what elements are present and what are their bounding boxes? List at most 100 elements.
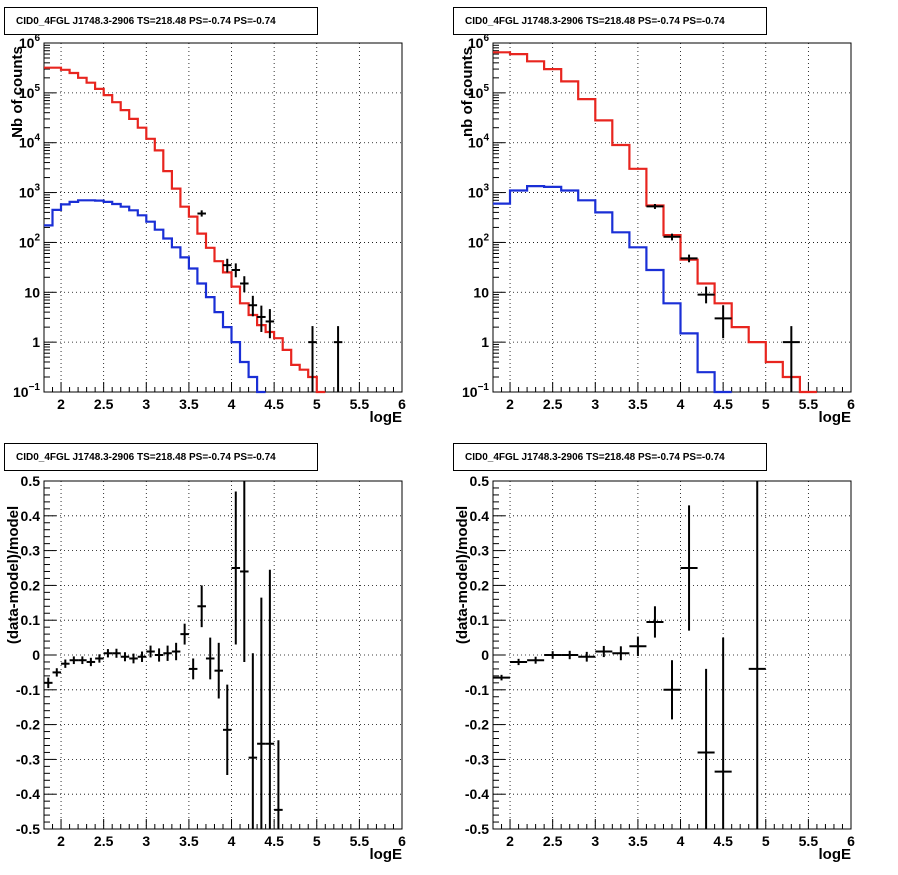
- y-tick-base: 10: [19, 35, 35, 51]
- y-tick-base: 10: [19, 135, 35, 151]
- y-tick-label: 10−1: [13, 382, 40, 400]
- data-point: [248, 295, 258, 317]
- residual-point: [44, 677, 53, 689]
- residual-point: [561, 650, 579, 660]
- data-point: [646, 203, 664, 209]
- x-tick-label: 5.5: [799, 396, 819, 412]
- y-tick-label: 0.3: [21, 543, 41, 559]
- residual-point: [493, 674, 511, 681]
- x-axis: [492, 819, 852, 829]
- data-point: [308, 326, 317, 392]
- residual-point: [257, 597, 266, 829]
- x-tick-label: 4: [228, 833, 236, 849]
- x-tick-label: 4.5: [264, 833, 284, 849]
- x-tick-label: 2.5: [543, 833, 563, 849]
- residual-point: [146, 645, 155, 658]
- y-tick-exponent: 5: [483, 83, 489, 94]
- residual-point: [137, 651, 147, 662]
- x-tick-label: 5: [762, 396, 770, 412]
- residual-points: [44, 481, 283, 829]
- x-tick-label: 4.5: [713, 396, 733, 412]
- residual-point: [663, 660, 681, 720]
- residual-point: [103, 649, 113, 658]
- y-tick-label: 1: [32, 334, 40, 350]
- x-tick-label: 5: [313, 833, 321, 849]
- y-tick-label: 105: [19, 83, 41, 101]
- y-tick-label: 104: [19, 133, 41, 151]
- residual-point: [120, 652, 130, 662]
- y-tick-exponent: −1: [478, 382, 490, 393]
- chart-title-frame: [4, 443, 318, 471]
- x-tick-label: 3.5: [628, 833, 648, 849]
- chart-panel-1: CID0_4FGL J1748.3-2906 TS=218.48 PS=-0.7…: [4, 7, 406, 426]
- residual-point: [231, 491, 241, 645]
- y-tick-exponent: 2: [483, 232, 489, 243]
- residual-point: [197, 585, 206, 628]
- x-tick-label: 6: [398, 833, 406, 849]
- residual-point: [69, 656, 79, 665]
- y-tick-label: -0.3: [16, 751, 40, 767]
- residual-point: [578, 651, 596, 662]
- x-tick-label: 3: [591, 833, 599, 849]
- chart-title-box: CID0_4FGL J1748.3-2906 TS=218.48 PS=-0.7…: [453, 443, 767, 471]
- y-tick-label: 102: [468, 232, 490, 250]
- residual-point: [86, 657, 96, 667]
- y-tick-label: 0.4: [21, 508, 41, 524]
- residual-point: [188, 658, 198, 680]
- data-point: [223, 258, 232, 273]
- chart-title-frame: [4, 7, 318, 35]
- y-tick-label: 10: [473, 284, 489, 300]
- residual-point: [223, 684, 232, 776]
- y-tick-label: -0.4: [465, 786, 489, 802]
- chart-panel-4: CID0_4FGL J1748.3-2906 TS=218.48 PS=-0.7…: [453, 443, 855, 863]
- data-point: [197, 210, 206, 217]
- x-tick-label: 6: [847, 396, 855, 412]
- y-tick-base: 10: [19, 85, 35, 101]
- x-tick-label: 3: [142, 833, 150, 849]
- residual-point: [265, 569, 275, 829]
- y-tick-exponent: 3: [483, 183, 489, 194]
- residual-point: [680, 505, 698, 631]
- residual-point: [240, 481, 249, 662]
- x-axis-label: logE: [370, 409, 403, 426]
- y-tick-label: 0.2: [470, 577, 490, 593]
- y-tick-label: 103: [468, 183, 490, 201]
- y-tick-base: 10: [19, 185, 35, 201]
- y-tick-base: 10: [468, 135, 484, 151]
- y-axis-label: Nb of counts: [9, 46, 26, 138]
- x-tick-label: 4: [228, 396, 236, 412]
- y-tick-label: -0.2: [465, 717, 489, 733]
- x-tick-label: 6: [847, 833, 855, 849]
- residual-point: [61, 659, 70, 668]
- x-tick-label: 3.5: [179, 833, 199, 849]
- x-axis: [43, 382, 403, 392]
- y-tick-label: -0.4: [16, 786, 40, 802]
- chart-title: CID0_4FGL J1748.3-2906 TS=218.48 PS=-0.7…: [16, 452, 276, 463]
- residual-point: [154, 648, 164, 662]
- plot-frame: [492, 42, 852, 393]
- residual-point: [612, 646, 630, 661]
- histogram-series-1: [44, 66, 326, 394]
- x-tick-label: 2.5: [543, 396, 563, 412]
- chart-title: CID0_4FGL J1748.3-2906 TS=218.48 PS=-0.7…: [16, 16, 276, 27]
- grid: [44, 481, 402, 829]
- x-tick-label: 5.5: [350, 396, 370, 412]
- y-tick-exponent: 4: [34, 133, 40, 144]
- y-tick-label: 0: [481, 647, 489, 663]
- chart-title-frame: [453, 7, 767, 35]
- x-axis: [492, 382, 852, 392]
- residual-point: [510, 658, 528, 666]
- data-point: [782, 326, 800, 392]
- x-tick-label: 6: [398, 396, 406, 412]
- chart-title-box: CID0_4FGL J1748.3-2906 TS=218.48 PS=-0.7…: [4, 7, 318, 35]
- chart-title-box: CID0_4FGL J1748.3-2906 TS=218.48 PS=-0.7…: [453, 7, 767, 35]
- residual-point: [180, 623, 189, 645]
- residual-point: [214, 642, 223, 699]
- chart-panel-2: CID0_4FGL J1748.3-2906 TS=218.48 PS=-0.7…: [453, 7, 855, 426]
- y-axis: [44, 480, 56, 830]
- residual-point: [248, 653, 258, 829]
- data-point: [663, 233, 681, 241]
- x-tick-label: 3: [142, 396, 150, 412]
- data-point: [333, 326, 343, 392]
